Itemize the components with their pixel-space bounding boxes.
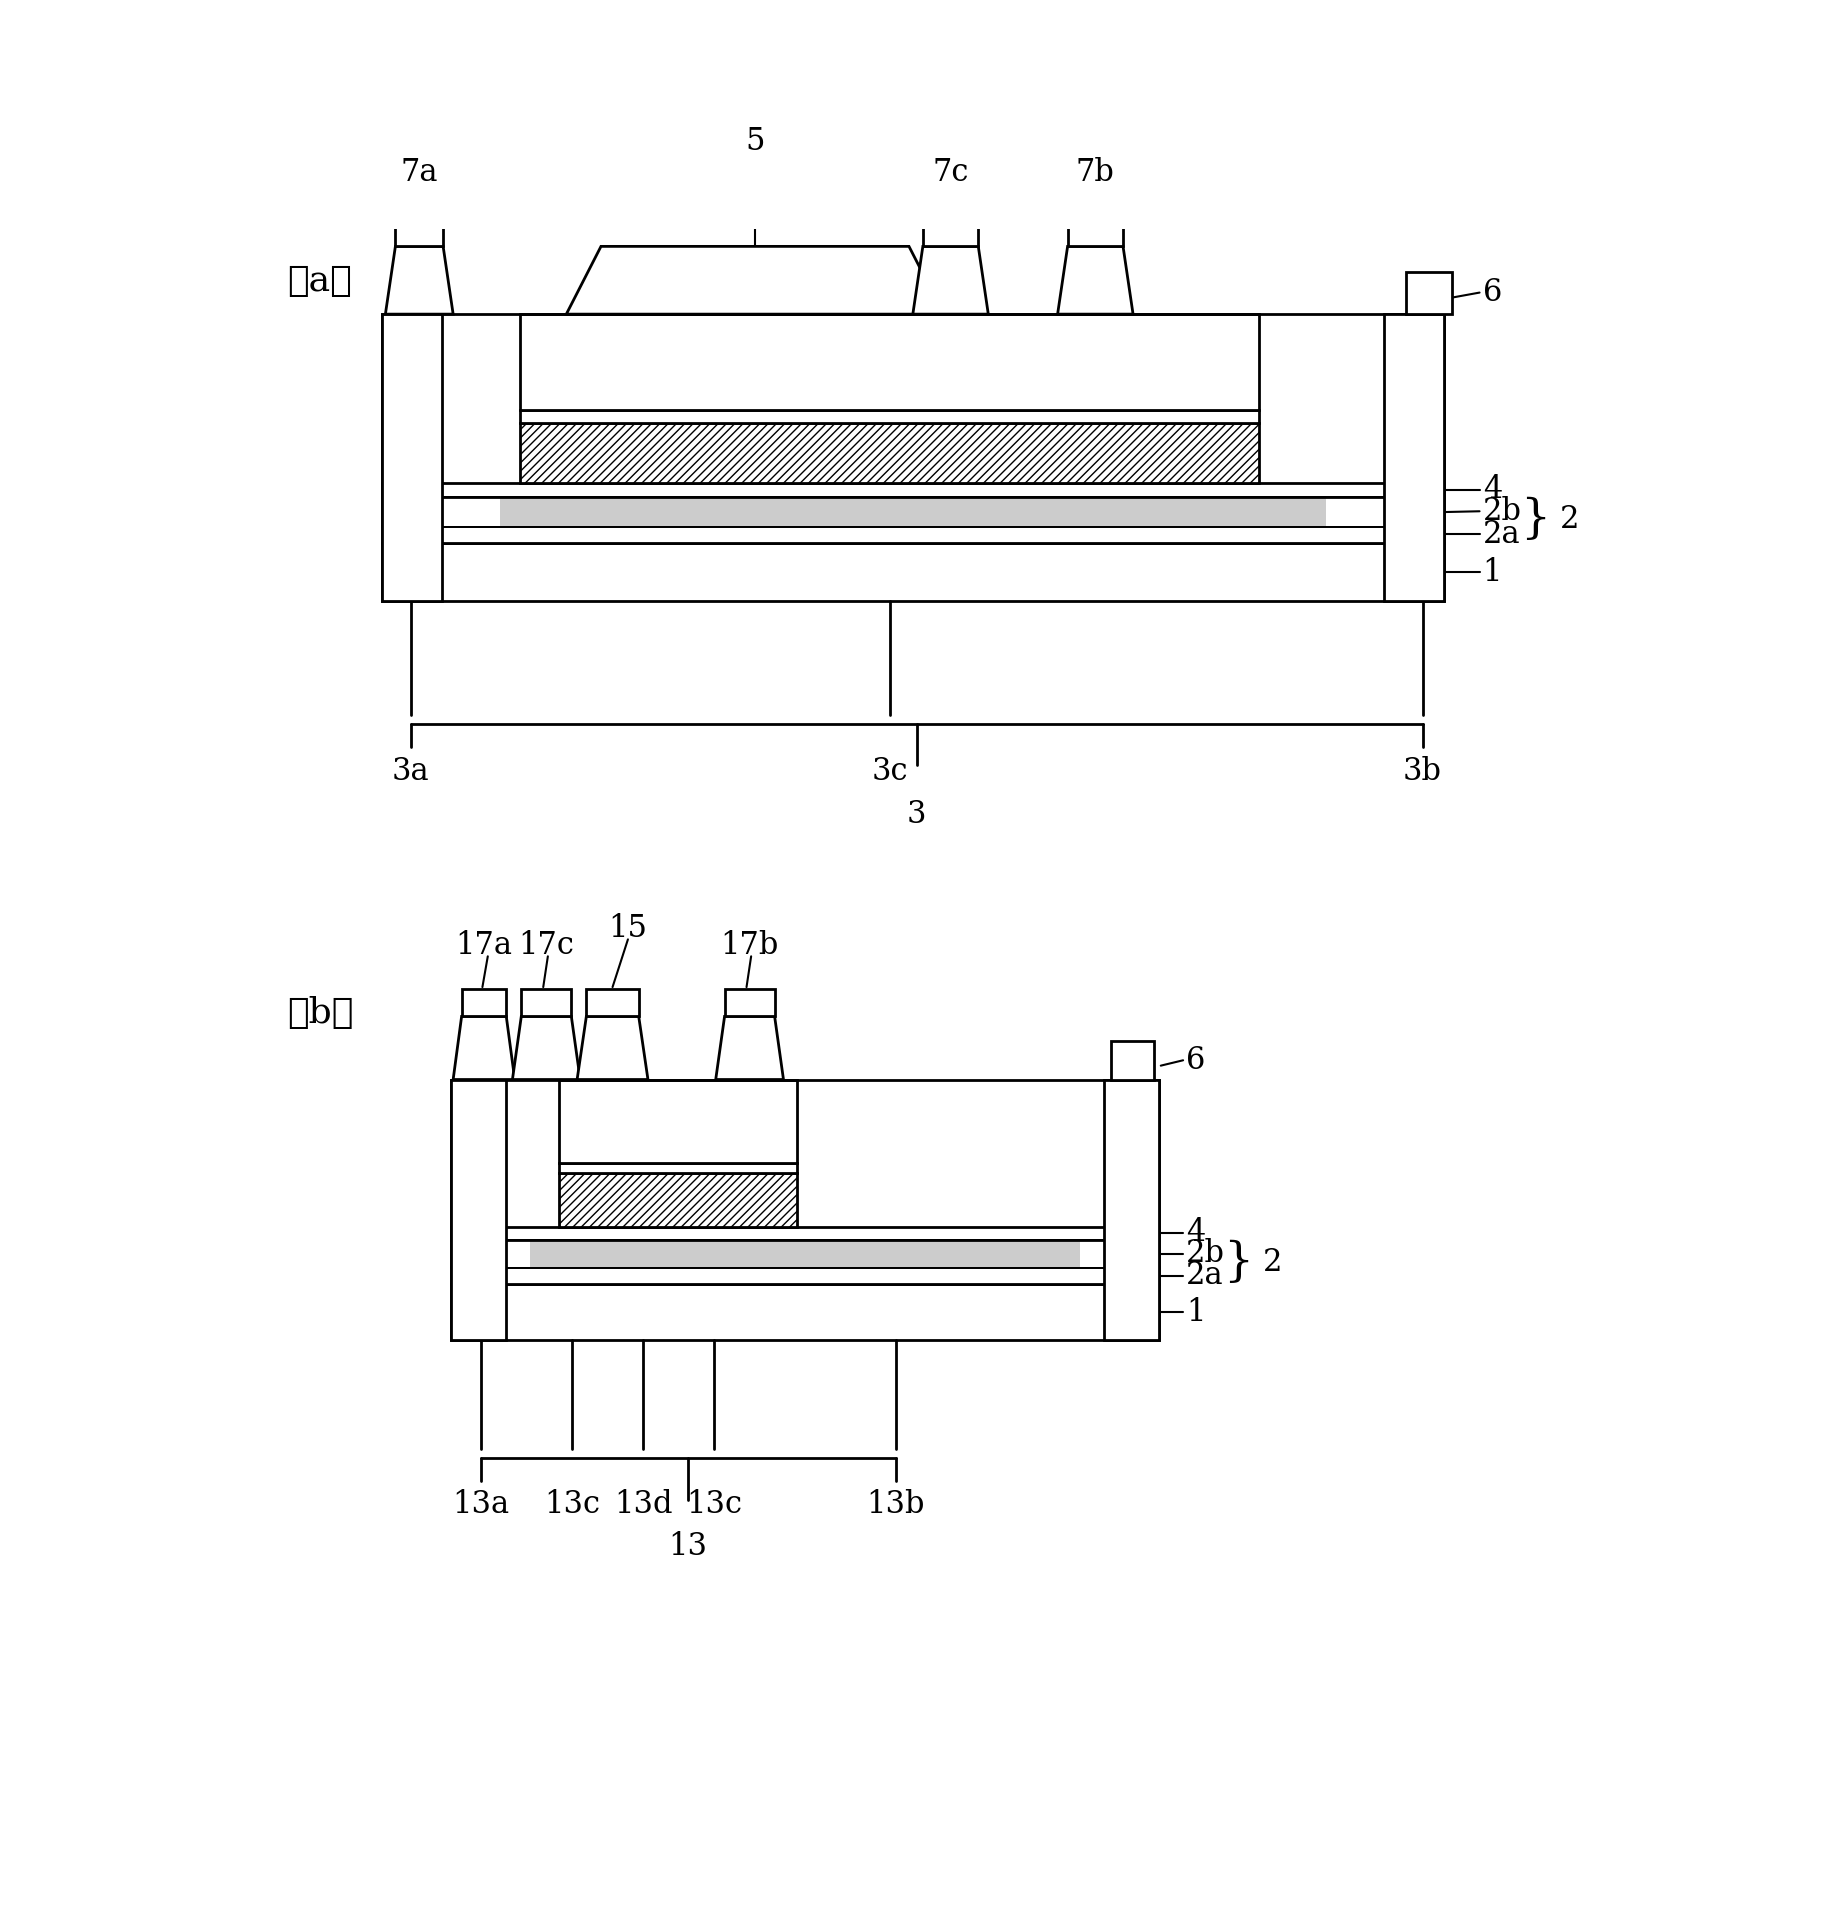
Text: 13c: 13c	[686, 1489, 742, 1520]
Bar	[1111, 1040, 1153, 1080]
Bar	[1384, 314, 1445, 600]
Text: 17b: 17b	[720, 929, 779, 962]
Bar	[520, 423, 1260, 482]
Text: 4: 4	[1483, 474, 1502, 505]
Bar	[382, 497, 500, 526]
Bar	[382, 314, 1445, 497]
Bar	[1079, 1239, 1159, 1268]
Bar	[450, 1268, 1159, 1285]
Text: 13c: 13c	[544, 1489, 600, 1520]
Text: }: }	[1223, 1239, 1253, 1285]
Polygon shape	[716, 1017, 784, 1080]
Bar	[450, 1080, 1159, 1239]
Text: 13d: 13d	[614, 1489, 673, 1520]
Bar	[450, 1080, 506, 1340]
Text: 3: 3	[908, 799, 926, 830]
Text: 3a: 3a	[391, 755, 430, 788]
Text: 7a: 7a	[400, 157, 437, 187]
Bar	[450, 1285, 1159, 1340]
Text: 17c: 17c	[518, 929, 574, 962]
Polygon shape	[566, 247, 943, 314]
Text: 13: 13	[668, 1532, 707, 1562]
Text: 2b: 2b	[1186, 1239, 1225, 1270]
Text: 2: 2	[1264, 1247, 1282, 1277]
Bar	[450, 1239, 1159, 1268]
Text: 3b: 3b	[1402, 755, 1443, 788]
Bar	[1325, 497, 1445, 526]
Polygon shape	[1057, 247, 1133, 314]
Bar	[1103, 1080, 1159, 1340]
Polygon shape	[577, 1017, 648, 1080]
Text: 7c: 7c	[932, 157, 969, 187]
Bar	[587, 989, 638, 1017]
Bar	[559, 1174, 797, 1228]
Bar	[382, 497, 1445, 526]
Text: 15: 15	[609, 914, 648, 945]
Text: }: }	[1520, 497, 1550, 543]
Text: 13b: 13b	[867, 1489, 924, 1520]
Bar	[530, 1239, 1079, 1268]
Bar	[382, 482, 1445, 497]
Text: 4: 4	[1186, 1218, 1205, 1249]
Text: 6: 6	[1186, 1044, 1205, 1076]
Bar	[520, 314, 1260, 411]
Polygon shape	[386, 247, 454, 314]
Text: 2a: 2a	[1483, 518, 1520, 551]
Bar	[500, 497, 1325, 526]
Polygon shape	[513, 1017, 579, 1080]
Text: 7b: 7b	[1076, 157, 1114, 187]
Bar	[450, 1239, 530, 1268]
Text: 17a: 17a	[456, 929, 513, 962]
Text: 1: 1	[1186, 1296, 1205, 1327]
Text: 13a: 13a	[452, 1489, 509, 1520]
Text: 1: 1	[1483, 556, 1502, 587]
Text: 2: 2	[1559, 505, 1579, 535]
Bar	[522, 989, 572, 1017]
Bar	[559, 1162, 797, 1174]
Bar	[395, 218, 443, 247]
Bar	[382, 543, 1445, 600]
Bar	[725, 989, 775, 1017]
Bar	[382, 314, 441, 600]
Bar	[1406, 272, 1452, 314]
Polygon shape	[454, 1017, 515, 1080]
Bar	[1068, 218, 1124, 247]
Polygon shape	[913, 247, 989, 314]
Text: 6: 6	[1483, 277, 1502, 308]
Bar	[382, 526, 1445, 543]
Text: 2b: 2b	[1483, 495, 1522, 528]
Bar	[559, 1080, 797, 1162]
Text: （a）: （a）	[288, 264, 352, 298]
Bar	[520, 411, 1260, 423]
Bar	[450, 1228, 1159, 1239]
Text: （b）: （b）	[288, 996, 354, 1029]
Text: 5: 5	[745, 126, 764, 157]
Text: 2a: 2a	[1186, 1260, 1223, 1291]
Text: 3c: 3c	[871, 755, 908, 788]
Bar	[922, 218, 978, 247]
Bar	[461, 989, 506, 1017]
